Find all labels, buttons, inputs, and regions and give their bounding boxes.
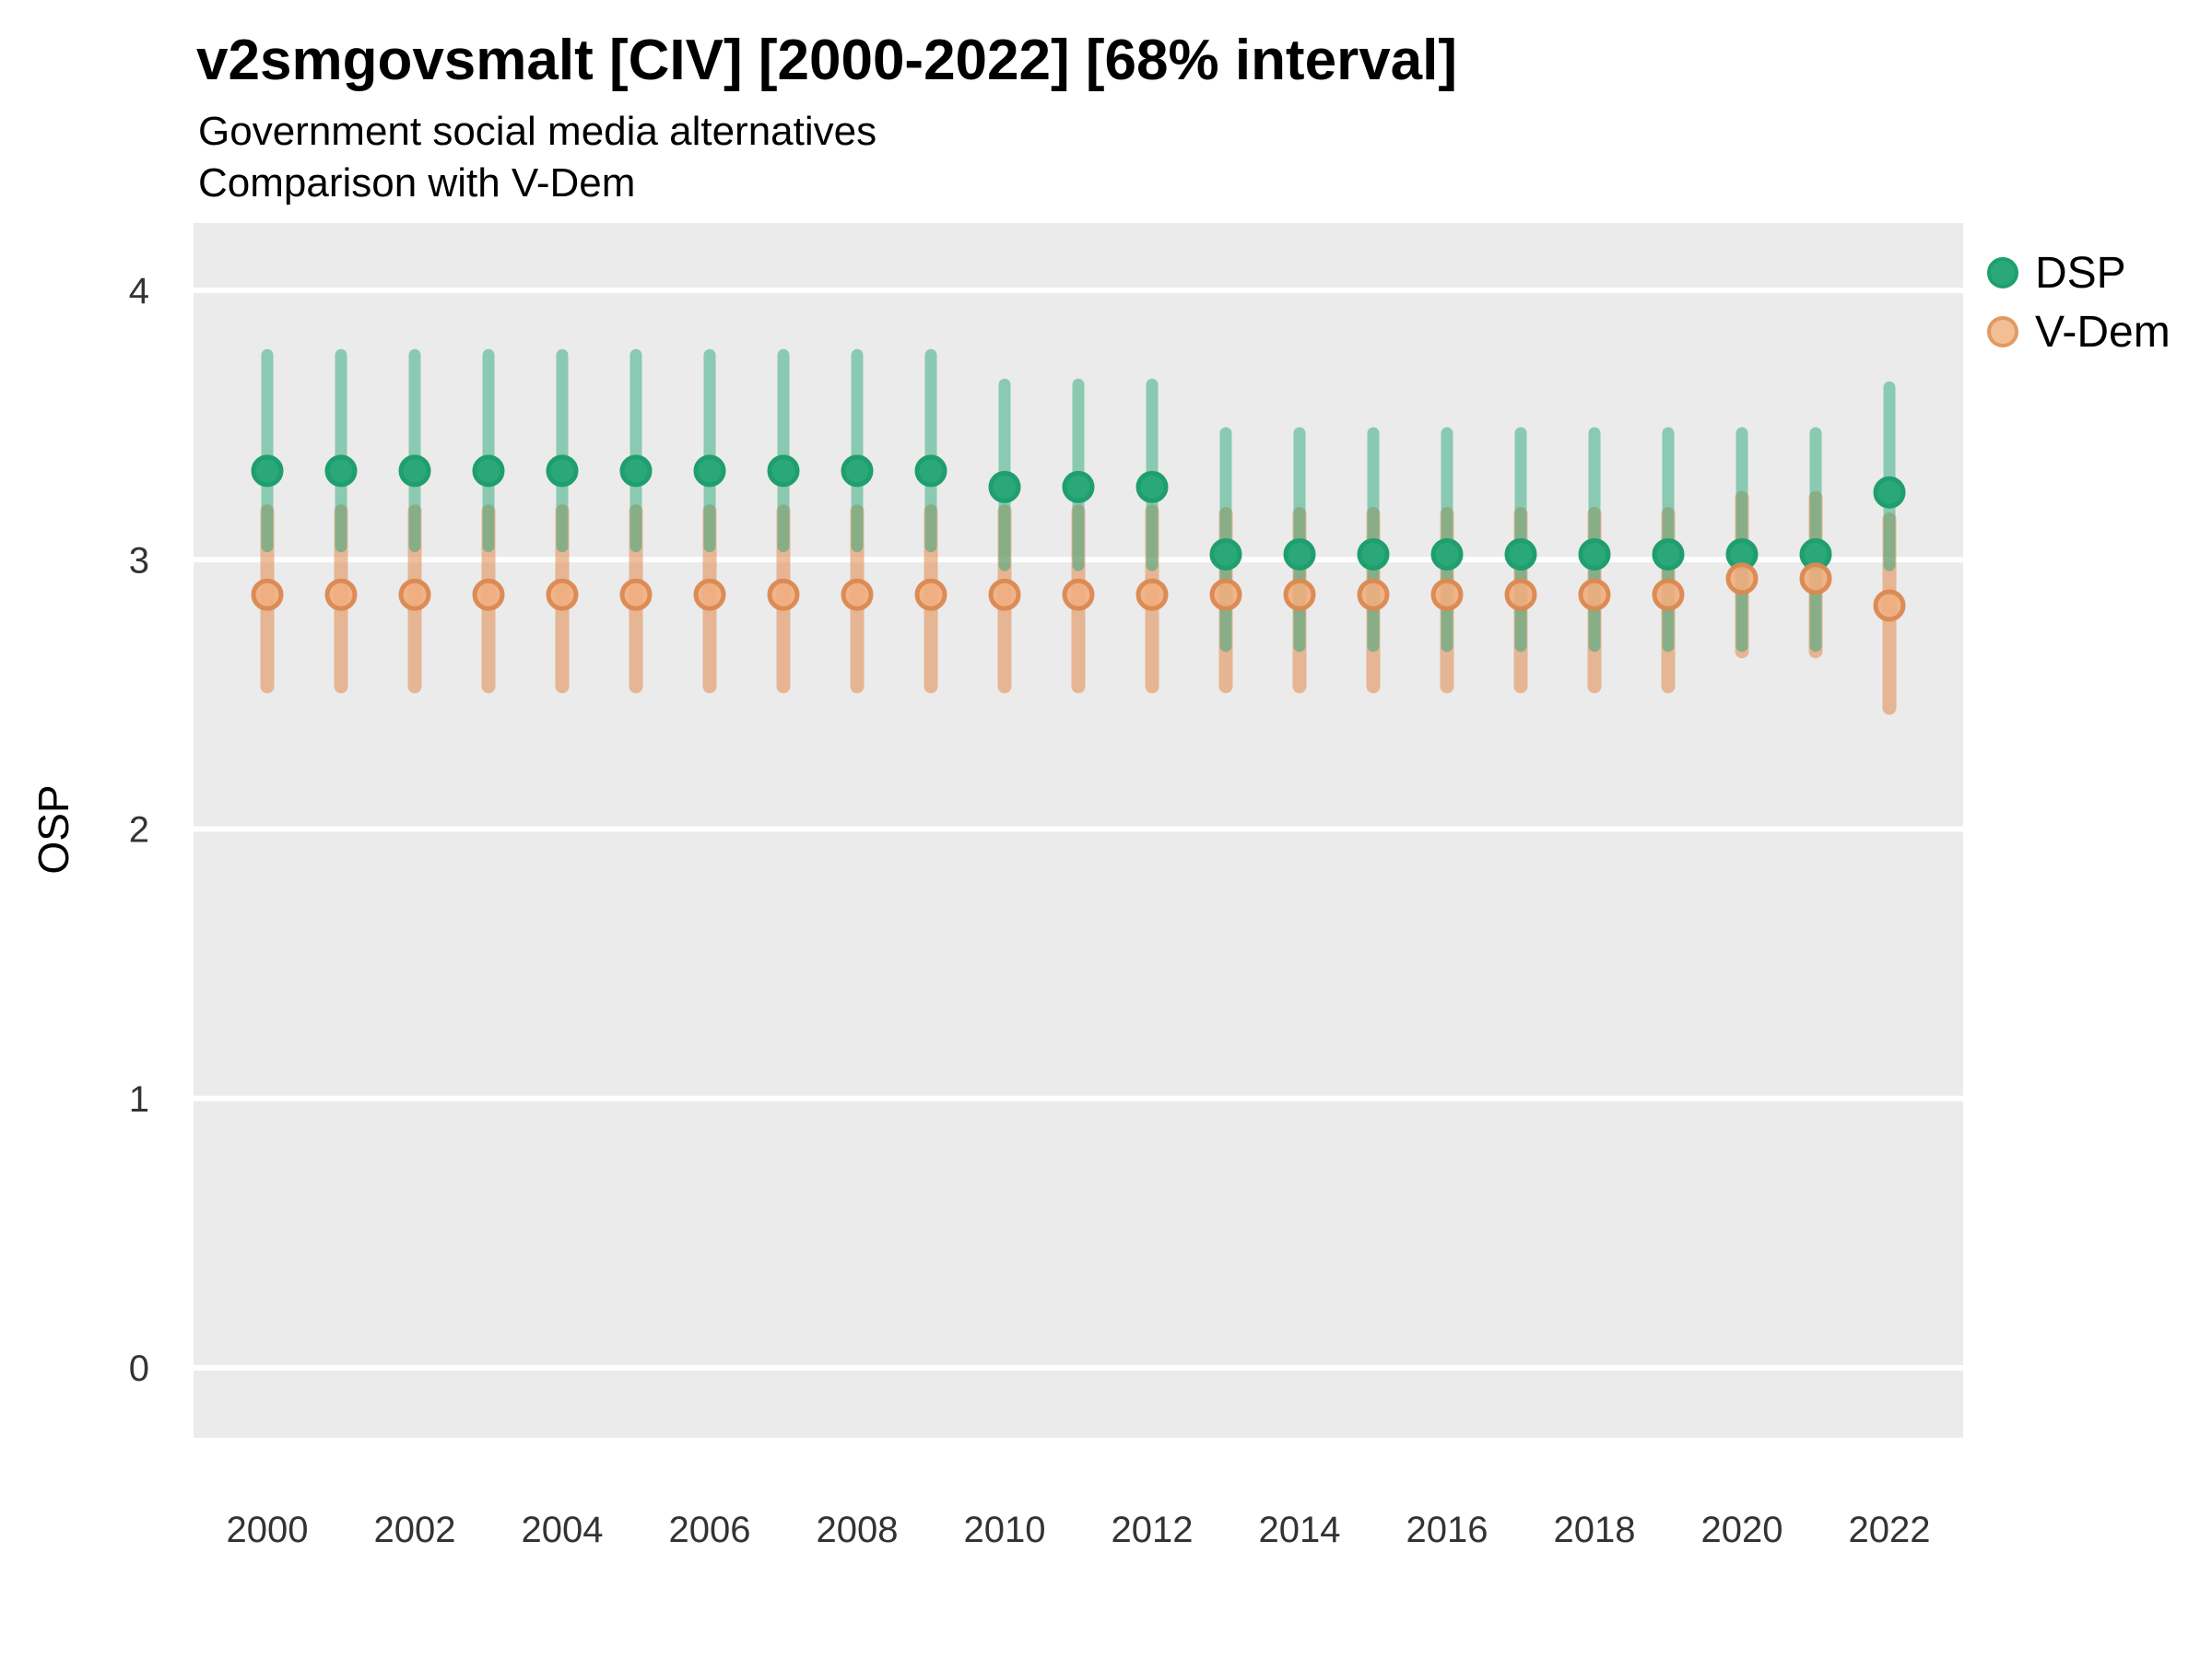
dsp-point-2014 bbox=[1283, 537, 1316, 571]
x-tick-2006: 2006 bbox=[669, 1510, 751, 1550]
dsp-point-2007 bbox=[767, 454, 800, 488]
vdem-point-2002 bbox=[398, 578, 431, 611]
vdem-point-2006 bbox=[693, 578, 726, 611]
vdem-point-2011 bbox=[1062, 578, 1095, 611]
legend-item-vdem: V-Dem bbox=[1987, 304, 2171, 359]
vdem-point-2013 bbox=[1209, 578, 1242, 611]
y-tick-0: 0 bbox=[129, 1348, 149, 1389]
chart-subtitle-line2: Comparison with V-Dem bbox=[198, 160, 636, 206]
vdem-point-2012 bbox=[1135, 578, 1169, 611]
vdem-point-2015 bbox=[1357, 578, 1390, 611]
x-tick-2022: 2022 bbox=[1849, 1510, 1931, 1550]
x-tick-2008: 2008 bbox=[817, 1510, 899, 1550]
dsp-point-2003 bbox=[472, 454, 505, 488]
dsp-point-2018 bbox=[1578, 537, 1611, 571]
dsp-point-2000 bbox=[251, 454, 284, 488]
dsp-point-2012 bbox=[1135, 470, 1169, 503]
dsp-point-2005 bbox=[619, 454, 653, 488]
dsp-point-2002 bbox=[398, 454, 431, 488]
x-tick-2014: 2014 bbox=[1259, 1510, 1341, 1550]
legend-label-dsp: DSP bbox=[2035, 248, 2126, 298]
x-tick-2012: 2012 bbox=[1112, 1510, 1194, 1550]
dsp-point-2009 bbox=[914, 454, 947, 488]
dsp-point-2008 bbox=[841, 454, 874, 488]
legend-item-dsp: DSP bbox=[1987, 245, 2171, 300]
y-tick-4: 4 bbox=[129, 271, 149, 312]
dsp-point-2011 bbox=[1062, 470, 1095, 503]
legend: DSP V-Dem bbox=[1987, 245, 2171, 359]
y-tick-1: 1 bbox=[129, 1079, 149, 1120]
chart-title: v2smgovsmalt [CIV] [2000-2022] [68% inte… bbox=[196, 29, 1458, 92]
dsp-point-2006 bbox=[693, 454, 726, 488]
vdem-point-2001 bbox=[324, 578, 358, 611]
vdem-point-2005 bbox=[619, 578, 653, 611]
vdem-point-2019 bbox=[1652, 578, 1685, 611]
vdem-point-2016 bbox=[1430, 578, 1464, 611]
vdem-point-2021 bbox=[1799, 562, 1832, 595]
x-tick-2020: 2020 bbox=[1701, 1510, 1783, 1550]
vdem-point-2008 bbox=[841, 578, 874, 611]
vdem-point-2022 bbox=[1873, 589, 1906, 622]
x-tick-2016: 2016 bbox=[1406, 1510, 1488, 1550]
vdem-point-2010 bbox=[988, 578, 1021, 611]
vdem-point-2020 bbox=[1725, 562, 1759, 595]
dsp-point-2016 bbox=[1430, 537, 1464, 571]
dsp-point-2013 bbox=[1209, 537, 1242, 571]
x-tick-2010: 2010 bbox=[964, 1510, 1046, 1550]
vdem-point-2003 bbox=[472, 578, 505, 611]
dsp-legend-marker-icon bbox=[1987, 257, 2018, 288]
legend-label-vdem: V-Dem bbox=[2035, 307, 2171, 357]
dsp-point-2001 bbox=[324, 454, 358, 488]
x-tick-2000: 2000 bbox=[227, 1510, 309, 1550]
vdem-point-2017 bbox=[1504, 578, 1537, 611]
y-tick-2: 2 bbox=[129, 810, 149, 851]
x-tick-2018: 2018 bbox=[1554, 1510, 1636, 1550]
dsp-point-2010 bbox=[988, 470, 1021, 503]
vdem-point-2004 bbox=[546, 578, 579, 611]
dsp-point-2017 bbox=[1504, 537, 1537, 571]
vdem-point-2014 bbox=[1283, 578, 1316, 611]
dsp-point-2004 bbox=[546, 454, 579, 488]
dsp-point-2022 bbox=[1873, 476, 1906, 509]
x-tick-2004: 2004 bbox=[522, 1510, 604, 1550]
vdem-point-2007 bbox=[767, 578, 800, 611]
vdem-point-2000 bbox=[251, 578, 284, 611]
chart-subtitle-line1: Government social media alternatives bbox=[198, 109, 877, 154]
x-tick-2002: 2002 bbox=[374, 1510, 456, 1550]
vdem-point-2018 bbox=[1578, 578, 1611, 611]
dsp-point-2015 bbox=[1357, 537, 1390, 571]
vdem-legend-marker-icon bbox=[1987, 316, 2018, 347]
vdem-point-2009 bbox=[914, 578, 947, 611]
dsp-point-2019 bbox=[1652, 537, 1685, 571]
y-tick-3: 3 bbox=[129, 540, 149, 581]
